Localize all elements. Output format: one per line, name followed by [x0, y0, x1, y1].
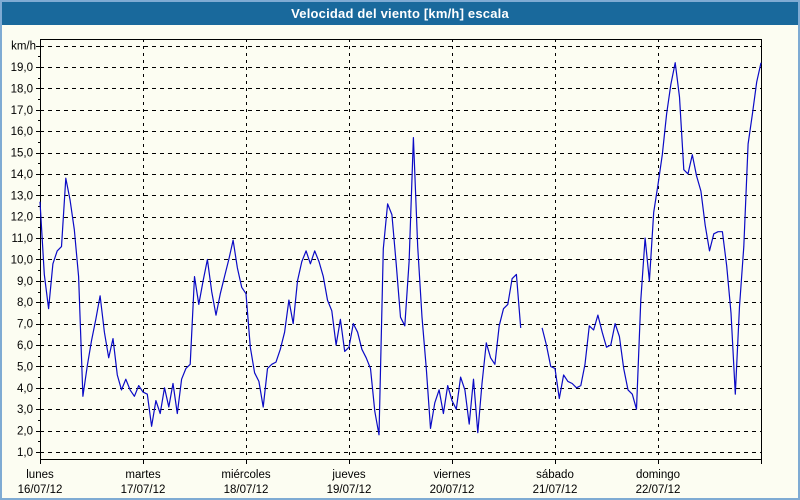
y-tick-label: 14,0: [11, 169, 33, 181]
y-tick-label: 10,0: [11, 254, 33, 266]
y-tick-label: 2,0: [17, 426, 33, 438]
y-tick-label: 5,0: [17, 361, 33, 373]
x-day-name: lunes: [26, 469, 54, 481]
y-tick-label: 7,0: [17, 319, 33, 331]
y-tick-label: 9,0: [17, 276, 33, 288]
wind-speed-line: [39, 62, 762, 436]
y-tick-label: 13,0: [11, 190, 33, 202]
x-day-name: jueves: [331, 469, 365, 481]
y-tick-label: 4,0: [17, 383, 33, 395]
x-day-name: miércoles: [221, 469, 270, 481]
y-tick-label: 11,0: [11, 233, 33, 245]
y-tick-label: 17,0: [11, 105, 33, 117]
plot-border: [40, 39, 762, 460]
y-tick-label: 16,0: [11, 126, 33, 138]
x-day-date: 19/07/12: [327, 484, 372, 496]
x-day-date: 18/07/12: [224, 484, 269, 496]
x-axis: lunes 16/07/12 martes 17/07/12 miércoles 18/0…: [18, 459, 762, 496]
x-day-name: viernes: [433, 469, 470, 481]
y-tick-label: 1,0: [17, 447, 33, 459]
x-day-date: 17/07/12: [121, 484, 166, 496]
y-tick-label: 18,0: [11, 83, 33, 95]
y-tick-label: 8,0: [17, 297, 33, 309]
x-day-date: 21/07/12: [533, 484, 578, 496]
y-tick-label: 15,0: [11, 148, 33, 160]
gridlines: [40, 39, 761, 459]
x-day-name: sábado: [536, 469, 574, 481]
series: [39, 62, 762, 436]
y-tick-label: 3,0: [17, 404, 33, 416]
plot-frame: [40, 39, 762, 460]
y-tick-label: 6,0: [17, 340, 33, 352]
x-day-date: 16/07/12: [18, 484, 63, 496]
x-day-name: martes: [125, 469, 160, 481]
y-axis-unit-label: km/h: [11, 41, 36, 53]
y-tick-label: 12,0: [11, 212, 33, 224]
x-day-name: domingo: [636, 469, 680, 481]
x-day-date: 20/07/12: [430, 484, 475, 496]
y-axis-labels: 1,0 2,0 3,0 4,0 5,0 6,0 7,0 8,0 9,0 10,0 11,0 12,0 1…: [11, 41, 36, 459]
x-day-date: 22/07/12: [636, 484, 681, 496]
chart-title: Velocidad del viento [km/h] escala: [291, 6, 509, 21]
y-tick-label: 19,0: [11, 62, 33, 74]
title-bar: Velocidad del viento [km/h] escala: [2, 2, 798, 25]
y-ticks: [36, 46, 40, 453]
